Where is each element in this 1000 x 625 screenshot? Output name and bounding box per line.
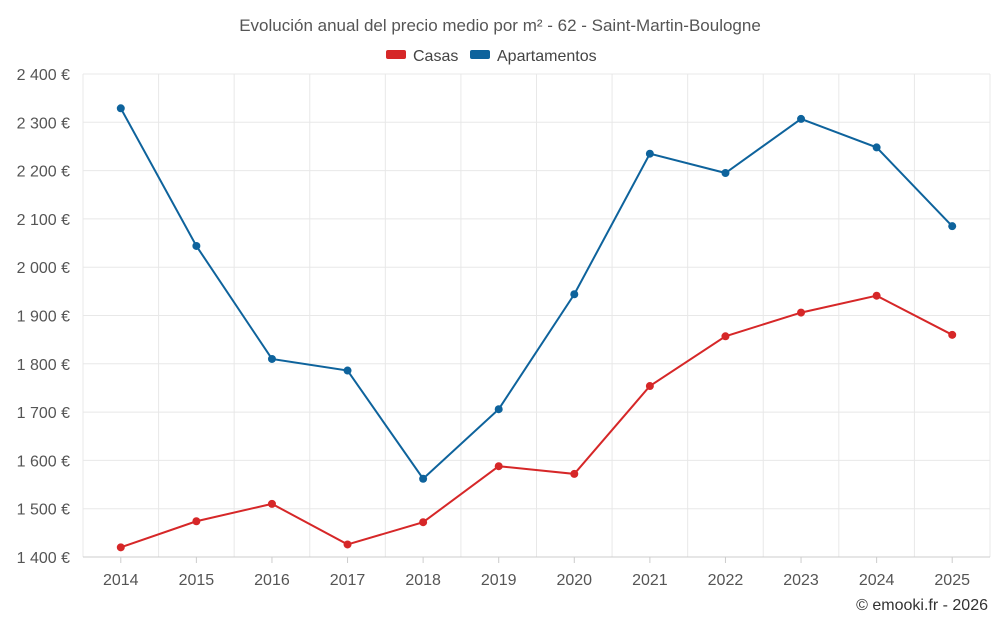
x-tick-label: 2015 (179, 572, 215, 589)
x-tick-label: 2014 (103, 572, 139, 589)
data-point-casas (797, 308, 806, 317)
y-tick-label: 1 800 € (17, 357, 70, 374)
data-point-casas (570, 469, 579, 478)
x-tick-label: 2022 (708, 572, 744, 589)
legend-label-apartamentos: Apartamentos (497, 48, 597, 65)
data-point-casas (116, 543, 125, 552)
data-point-apartamentos (494, 405, 503, 414)
x-tick-label: 2018 (405, 572, 441, 589)
legend-swatch-apartamentos (470, 50, 490, 59)
data-point-casas (419, 518, 428, 527)
y-tick-label: 1 900 € (17, 309, 70, 326)
data-point-casas (192, 517, 201, 526)
x-tick-label: 2017 (330, 572, 366, 589)
data-point-apartamentos (267, 354, 276, 363)
data-point-apartamentos (116, 104, 125, 113)
series-group (116, 104, 957, 552)
data-point-apartamentos (645, 149, 654, 158)
y-tick-label: 1 500 € (17, 502, 70, 519)
data-point-apartamentos (192, 241, 201, 250)
y-axis: 1 400 € 1 500 € 1 600 € 1 700 € 1 800 € 1 900… (17, 67, 70, 567)
x-tick-label: 2020 (556, 572, 592, 589)
data-point-apartamentos (721, 169, 730, 178)
y-tick-label: 2 300 € (17, 115, 70, 132)
data-point-apartamentos (343, 366, 352, 375)
legend-label-casas: Casas (413, 48, 458, 65)
data-point-casas (721, 332, 730, 341)
y-tick-label: 2 200 € (17, 164, 70, 181)
y-tick-label: 1 400 € (17, 550, 70, 567)
x-tick-label: 2019 (481, 572, 517, 589)
data-point-casas (872, 291, 881, 300)
data-point-apartamentos (948, 222, 957, 231)
data-point-apartamentos (419, 474, 428, 483)
series-line-casas (120, 294, 953, 549)
credit-text: © emooki.fr - 2026 (856, 597, 988, 614)
y-tick-label: 1 600 € (17, 453, 70, 470)
y-tick-label: 1 700 € (17, 405, 70, 422)
data-point-apartamentos (570, 290, 579, 299)
data-point-casas (343, 540, 352, 549)
data-point-casas (948, 330, 957, 339)
data-point-apartamentos (797, 114, 806, 123)
data-point-casas (645, 382, 654, 391)
x-tick-label: 2025 (934, 572, 970, 589)
data-point-casas (267, 499, 276, 508)
x-tick-label: 2021 (632, 572, 668, 589)
legend: Casas Apartamentos (386, 48, 597, 65)
grid (82, 73, 991, 558)
x-tick-label: 2023 (783, 572, 819, 589)
data-point-casas (494, 462, 503, 471)
data-point-apartamentos (872, 143, 881, 152)
series-line-apartamentos (119, 107, 953, 481)
legend-swatch-casas (386, 50, 406, 59)
y-tick-label: 2 100 € (17, 212, 70, 229)
chart-title: Evolución anual del precio medio por m² … (239, 16, 761, 35)
x-tick-label: 2024 (859, 572, 895, 589)
y-tick-label: 2 400 € (17, 67, 70, 84)
x-axis: 2014 2015 2016 2017 2018 2019 2020 2021 2022 2023… (83, 556, 990, 589)
x-tick-label: 2016 (254, 572, 290, 589)
y-tick-label: 2 000 € (17, 260, 70, 277)
